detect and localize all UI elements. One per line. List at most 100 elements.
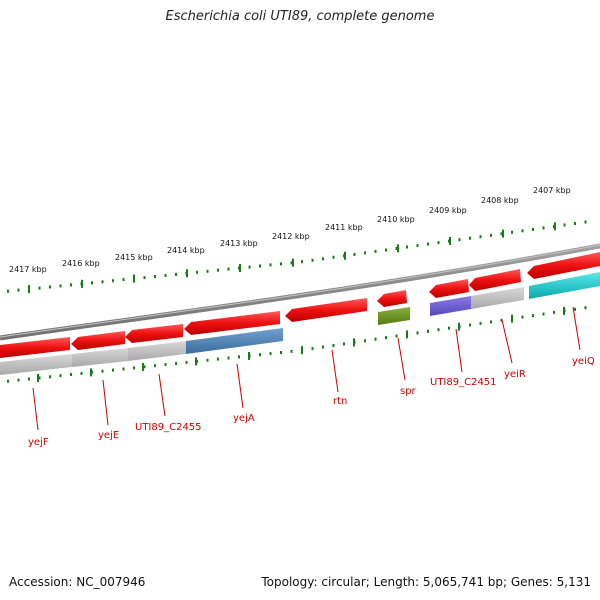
gene-label-yejE: yejE bbox=[98, 430, 119, 441]
ruler-minor-tick bbox=[238, 355, 240, 359]
ruler-minor-tick bbox=[532, 227, 534, 231]
gene-track-inner bbox=[0, 272, 600, 375]
ruler-major-tick bbox=[142, 363, 144, 371]
ruler-minor-tick bbox=[374, 337, 377, 341]
ruler-minor-tick bbox=[584, 306, 587, 310]
ruler-minor-tick bbox=[521, 229, 524, 233]
ruler-minor-tick bbox=[332, 344, 335, 347]
ruler-minor-tick bbox=[259, 353, 261, 357]
gene-arrow bbox=[377, 290, 407, 307]
leader-line bbox=[236, 363, 244, 409]
gene-label-leaders bbox=[32, 306, 581, 431]
ruler-major-tick bbox=[195, 357, 197, 366]
ruler-minor-tick bbox=[353, 252, 356, 256]
ruler-minor-tick bbox=[227, 267, 230, 271]
ruler-minor-tick bbox=[385, 248, 387, 252]
ruler-major-tick bbox=[554, 222, 556, 231]
ruler-major-tick bbox=[458, 322, 460, 331]
kbp-ruler-labels: 2417 kbp 2416 kbp 2415 kbp 2414 kbp 2413… bbox=[9, 186, 571, 274]
ruler-minor-tick bbox=[7, 379, 9, 383]
ruler-major-tick bbox=[344, 251, 346, 260]
ruler-minor-tick bbox=[416, 244, 419, 248]
ruler-minor-tick bbox=[563, 223, 566, 227]
ruler-minor-tick bbox=[469, 323, 471, 327]
ruler-minor-tick bbox=[280, 351, 282, 354]
gene-box bbox=[72, 348, 128, 367]
ruler-minor-tick bbox=[584, 220, 587, 224]
ruler-major-tick bbox=[28, 285, 30, 294]
ruler-minor-tick bbox=[301, 260, 303, 264]
gene-arrow bbox=[527, 252, 600, 279]
ruler-minor-tick bbox=[122, 278, 125, 282]
accession-text: Accession: NC_007946 bbox=[9, 575, 146, 589]
gene-box bbox=[430, 296, 471, 316]
ruler-minor-tick bbox=[112, 279, 114, 283]
ruler-minor-tick bbox=[91, 281, 93, 285]
gene-box bbox=[529, 272, 600, 299]
kbp-label: 2413 kbp bbox=[220, 239, 258, 248]
ruler-minor-tick bbox=[154, 275, 156, 278]
ruler-major-tick bbox=[239, 264, 241, 272]
leader-line bbox=[331, 349, 339, 393]
ruler-major-tick bbox=[563, 306, 565, 315]
kbp-label: 2416 kbp bbox=[62, 259, 100, 268]
ruler-minor-tick bbox=[70, 283, 72, 287]
ruler-minor-tick bbox=[311, 258, 314, 262]
ruler-minor-tick bbox=[80, 371, 83, 375]
gene-arrow bbox=[71, 331, 125, 350]
gene-box bbox=[128, 341, 186, 361]
ruler-minor-tick bbox=[437, 241, 440, 245]
gene-label-yeiQ: yeiQ bbox=[572, 356, 595, 367]
ruler-minor-tick bbox=[259, 264, 261, 268]
ruler-minor-tick bbox=[154, 364, 156, 368]
ruler-minor-tick bbox=[490, 233, 492, 237]
ruler-major-tick bbox=[37, 374, 39, 382]
ruler-minor-tick bbox=[290, 261, 293, 265]
kbp-label: 2408 kbp bbox=[481, 196, 519, 205]
ruler-minor-tick bbox=[59, 374, 62, 378]
ruler-minor-tick bbox=[38, 286, 41, 290]
ruler-minor-tick bbox=[364, 339, 366, 343]
ruler-major-tick bbox=[449, 237, 451, 245]
kbp-label: 2410 kbp bbox=[377, 215, 415, 224]
ruler-minor-tick bbox=[175, 272, 177, 276]
gene-label-yejA: yejA bbox=[233, 413, 255, 424]
ruler-minor-tick bbox=[17, 378, 20, 382]
ruler-minor-tick bbox=[469, 236, 471, 240]
ruler-minor-tick bbox=[542, 226, 545, 230]
ruler-major-tick bbox=[90, 368, 92, 377]
ruler-major-tick bbox=[248, 351, 250, 360]
ruler-minor-tick bbox=[122, 367, 125, 371]
ruler-minor-tick bbox=[70, 373, 72, 376]
ruler-minor-tick bbox=[395, 247, 398, 250]
gene-arrow bbox=[469, 269, 521, 291]
ruler-minor-tick bbox=[532, 314, 534, 318]
ruler-minor-tick bbox=[101, 369, 104, 373]
ruler-minor-tick bbox=[7, 289, 9, 293]
ruler-minor-tick bbox=[28, 377, 30, 381]
ruler-major-tick bbox=[406, 330, 408, 339]
ruler-minor-tick bbox=[427, 242, 429, 246]
ruler-minor-tick bbox=[227, 356, 230, 360]
gene-track-outer bbox=[0, 252, 600, 358]
ruler-major-tick bbox=[502, 229, 504, 238]
gene-label-rtn: rtn bbox=[333, 396, 347, 407]
kbp-label: 2411 kbp bbox=[325, 223, 363, 232]
ruler-major-tick bbox=[186, 269, 188, 278]
gene-label-yejF: yejF bbox=[28, 437, 49, 448]
ruler-minor-tick bbox=[290, 349, 293, 353]
leader-line bbox=[501, 319, 513, 364]
gene-arrow bbox=[184, 311, 280, 335]
ruler-minor-tick bbox=[269, 263, 272, 267]
leader-line bbox=[397, 337, 406, 381]
genome-title: Escherichia coli UTI89, complete genome bbox=[165, 9, 435, 24]
ruler-minor-tick bbox=[437, 328, 440, 332]
gene-arrow bbox=[125, 324, 183, 343]
ruler-major-tick bbox=[353, 338, 355, 347]
ruler-minor-tick bbox=[217, 357, 219, 361]
ruler-minor-tick bbox=[196, 270, 198, 274]
ruler-minor-tick bbox=[364, 251, 366, 255]
ruler-minor-tick bbox=[521, 315, 524, 319]
gene-box bbox=[186, 328, 283, 354]
kbp-label: 2412 kbp bbox=[272, 232, 310, 241]
